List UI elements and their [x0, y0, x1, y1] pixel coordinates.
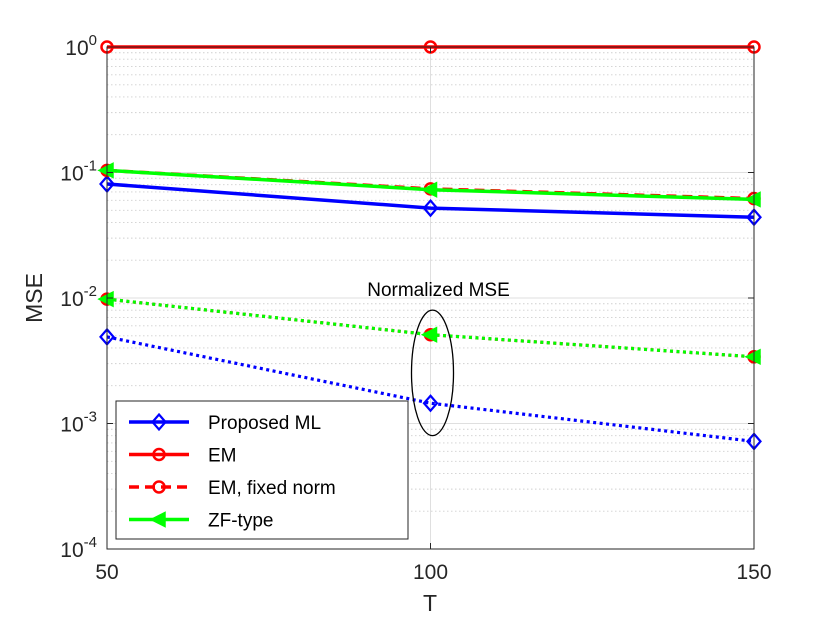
legend-em-fixed-norm-label: EM, fixed norm — [208, 478, 336, 499]
legend-zf-type-marker — [149, 511, 166, 528]
y-tick-label: 10-4 — [60, 534, 97, 562]
legend-zf-type-label: ZF-type — [208, 511, 273, 532]
x-axis-label: T — [423, 590, 437, 616]
annotation: Normalized MSE — [367, 280, 510, 437]
legend-em-label: EM — [208, 446, 237, 467]
zf-type-point — [420, 181, 438, 198]
legend-em-fixed-norm-marker — [152, 480, 166, 494]
proposed-ml-point — [422, 198, 439, 218]
x-tick-label: 150 — [736, 561, 771, 584]
proposed-ml-line — [106, 182, 755, 219]
legend-proposed-ml-marker — [151, 412, 167, 432]
annotation-label: Normalized MSE — [367, 280, 510, 301]
axis-ticks — [106, 46, 755, 550]
annotation-ellipse — [410, 309, 455, 437]
y-axis-label: MSE — [21, 273, 47, 323]
y-tick-labels: 10-4 10-3 10-2 10-1 100 — [60, 32, 97, 562]
y-tick-label: 100 — [65, 32, 97, 60]
grid — [107, 47, 754, 549]
x-tick-label: 50 — [95, 561, 118, 584]
proposed-ml-normalized-point — [422, 394, 439, 413]
zf-type-point — [744, 191, 761, 208]
legend: Proposed ML EM EM, fixed norm ZF-type — [115, 400, 409, 540]
x-tick-label: 100 — [413, 561, 448, 584]
zf-type-normalized-point — [97, 290, 114, 308]
y-tick-label: 10-3 — [60, 409, 97, 437]
proposed-ml-normalized-line — [106, 335, 755, 443]
zf-type-normalized-point — [744, 348, 761, 366]
y-tick-label: 10-2 — [60, 283, 97, 311]
legend-proposed-ml-label: Proposed ML — [208, 413, 321, 434]
legend-em-marker — [152, 447, 166, 462]
zf-type-point — [97, 162, 114, 179]
y-tick-label: 10-1 — [60, 158, 97, 186]
zf-type-normalized-point — [420, 326, 438, 343]
x-tick-labels: 50 100 150 — [95, 561, 771, 584]
